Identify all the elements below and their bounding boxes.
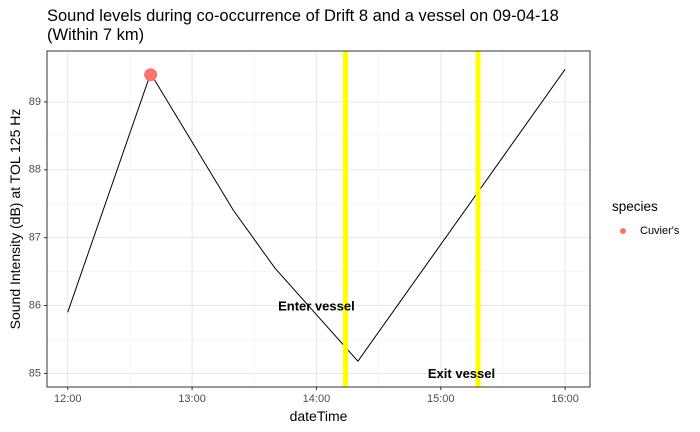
- y-tick-label: 87: [29, 232, 41, 244]
- data-point: [144, 68, 158, 82]
- annotation-label: Exit vessel: [428, 366, 495, 381]
- y-axis-title: Sound Intensity (dB) at TOL 125 Hz: [7, 109, 23, 330]
- chart-title: Sound levels during co-occurrence of Dri…: [47, 7, 559, 25]
- y-tick-label: 89: [29, 96, 41, 108]
- x-tick-label: 16:00: [551, 393, 579, 405]
- annotation-label: Enter vessel: [278, 298, 355, 313]
- series-line: [67, 69, 566, 363]
- plot-border: [46, 50, 591, 388]
- x-tick-label: 13:00: [178, 393, 206, 405]
- x-tick-label: 15:00: [427, 393, 455, 405]
- legend-title: species: [612, 199, 658, 214]
- y-tick-label: 88: [29, 164, 41, 176]
- legend-key: [620, 228, 626, 234]
- x-tick-label: 14:00: [303, 393, 331, 405]
- x-axis-title: dateTime: [290, 408, 348, 424]
- y-tick-label: 86: [29, 299, 41, 311]
- chart-subtitle: (Within 7 km): [47, 26, 145, 44]
- legend-label: Cuvier's: [640, 225, 680, 237]
- y-tick-label: 85: [29, 367, 41, 379]
- x-tick-label: 12:00: [54, 393, 82, 405]
- plot-panel: [47, 51, 590, 387]
